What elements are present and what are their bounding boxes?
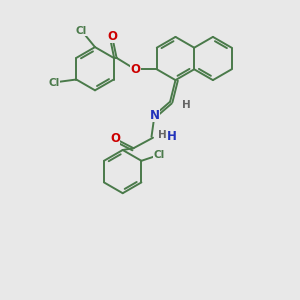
Text: Cl: Cl <box>48 77 59 88</box>
Text: O: O <box>107 30 117 43</box>
Text: Cl: Cl <box>154 150 165 160</box>
Text: O: O <box>130 63 140 76</box>
Text: H: H <box>158 130 167 140</box>
Text: N: N <box>149 109 160 122</box>
Text: H: H <box>182 100 191 110</box>
Text: O: O <box>110 132 120 145</box>
Text: Cl: Cl <box>76 26 87 36</box>
Text: NH: NH <box>158 130 177 143</box>
